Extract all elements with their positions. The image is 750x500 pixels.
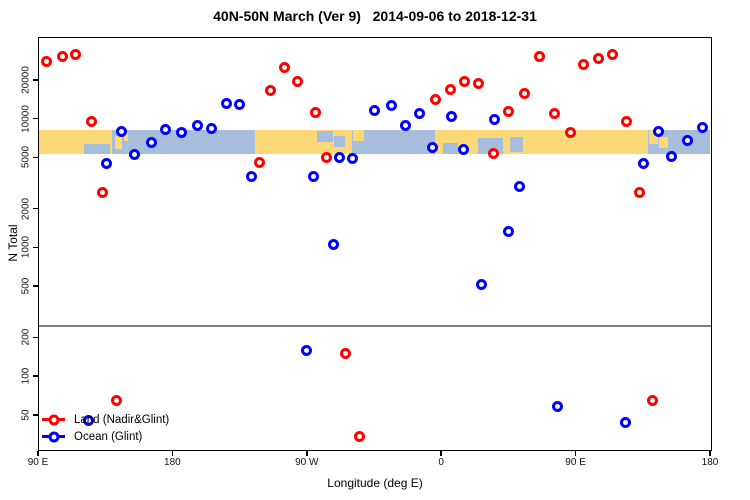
x-tick-label: 180 — [701, 457, 719, 468]
legend-item-ocean: Ocean (Glint) — [42, 428, 169, 445]
x-tick-label: 90 E — [565, 457, 586, 468]
x-axis-label: Longitude (deg E) — [327, 476, 423, 490]
x-tick-mark — [37, 450, 39, 456]
x-tick-mark — [306, 450, 308, 456]
y-tick-label: 2000 — [20, 197, 32, 220]
x-tick-label: 180 — [164, 457, 181, 468]
x-tick-label: 0 — [438, 457, 444, 468]
x-tick-mark — [440, 450, 442, 456]
legend: Land (Nadir&Glint) Ocean (Glint) — [42, 411, 169, 445]
y-tick-label: 500 — [20, 277, 32, 295]
x-tick-mark — [574, 450, 577, 456]
legend-marker-ocean-icon — [42, 431, 65, 442]
y-tick-label: 50 — [20, 409, 32, 421]
legend-label-ocean: Ocean (Glint) — [74, 430, 143, 443]
y-tick-label: 1000 — [20, 236, 32, 259]
y-tick-label: 5000 — [20, 146, 32, 169]
legend-marker-land-icon — [42, 414, 65, 425]
legend-label-land: Land (Nadir&Glint) — [74, 413, 170, 426]
chart-title: 40N-50N March (Ver 9) 2014-09-06 to 2018… — [213, 8, 537, 24]
plot-area-border — [38, 37, 712, 451]
x-tick-label: 90 W — [295, 457, 319, 468]
y-tick-label: 10000 — [20, 104, 32, 133]
x-tick-mark — [171, 450, 174, 456]
y-tick-label: 20000 — [20, 66, 32, 94]
legend-item-land: Land (Nadir&Glint) — [42, 411, 169, 428]
x-tick-label: 90 E — [27, 457, 49, 468]
x-tick-mark — [709, 450, 711, 456]
y-tick-label: 200 — [20, 329, 32, 346]
y-tick-label: 100 — [20, 367, 32, 385]
